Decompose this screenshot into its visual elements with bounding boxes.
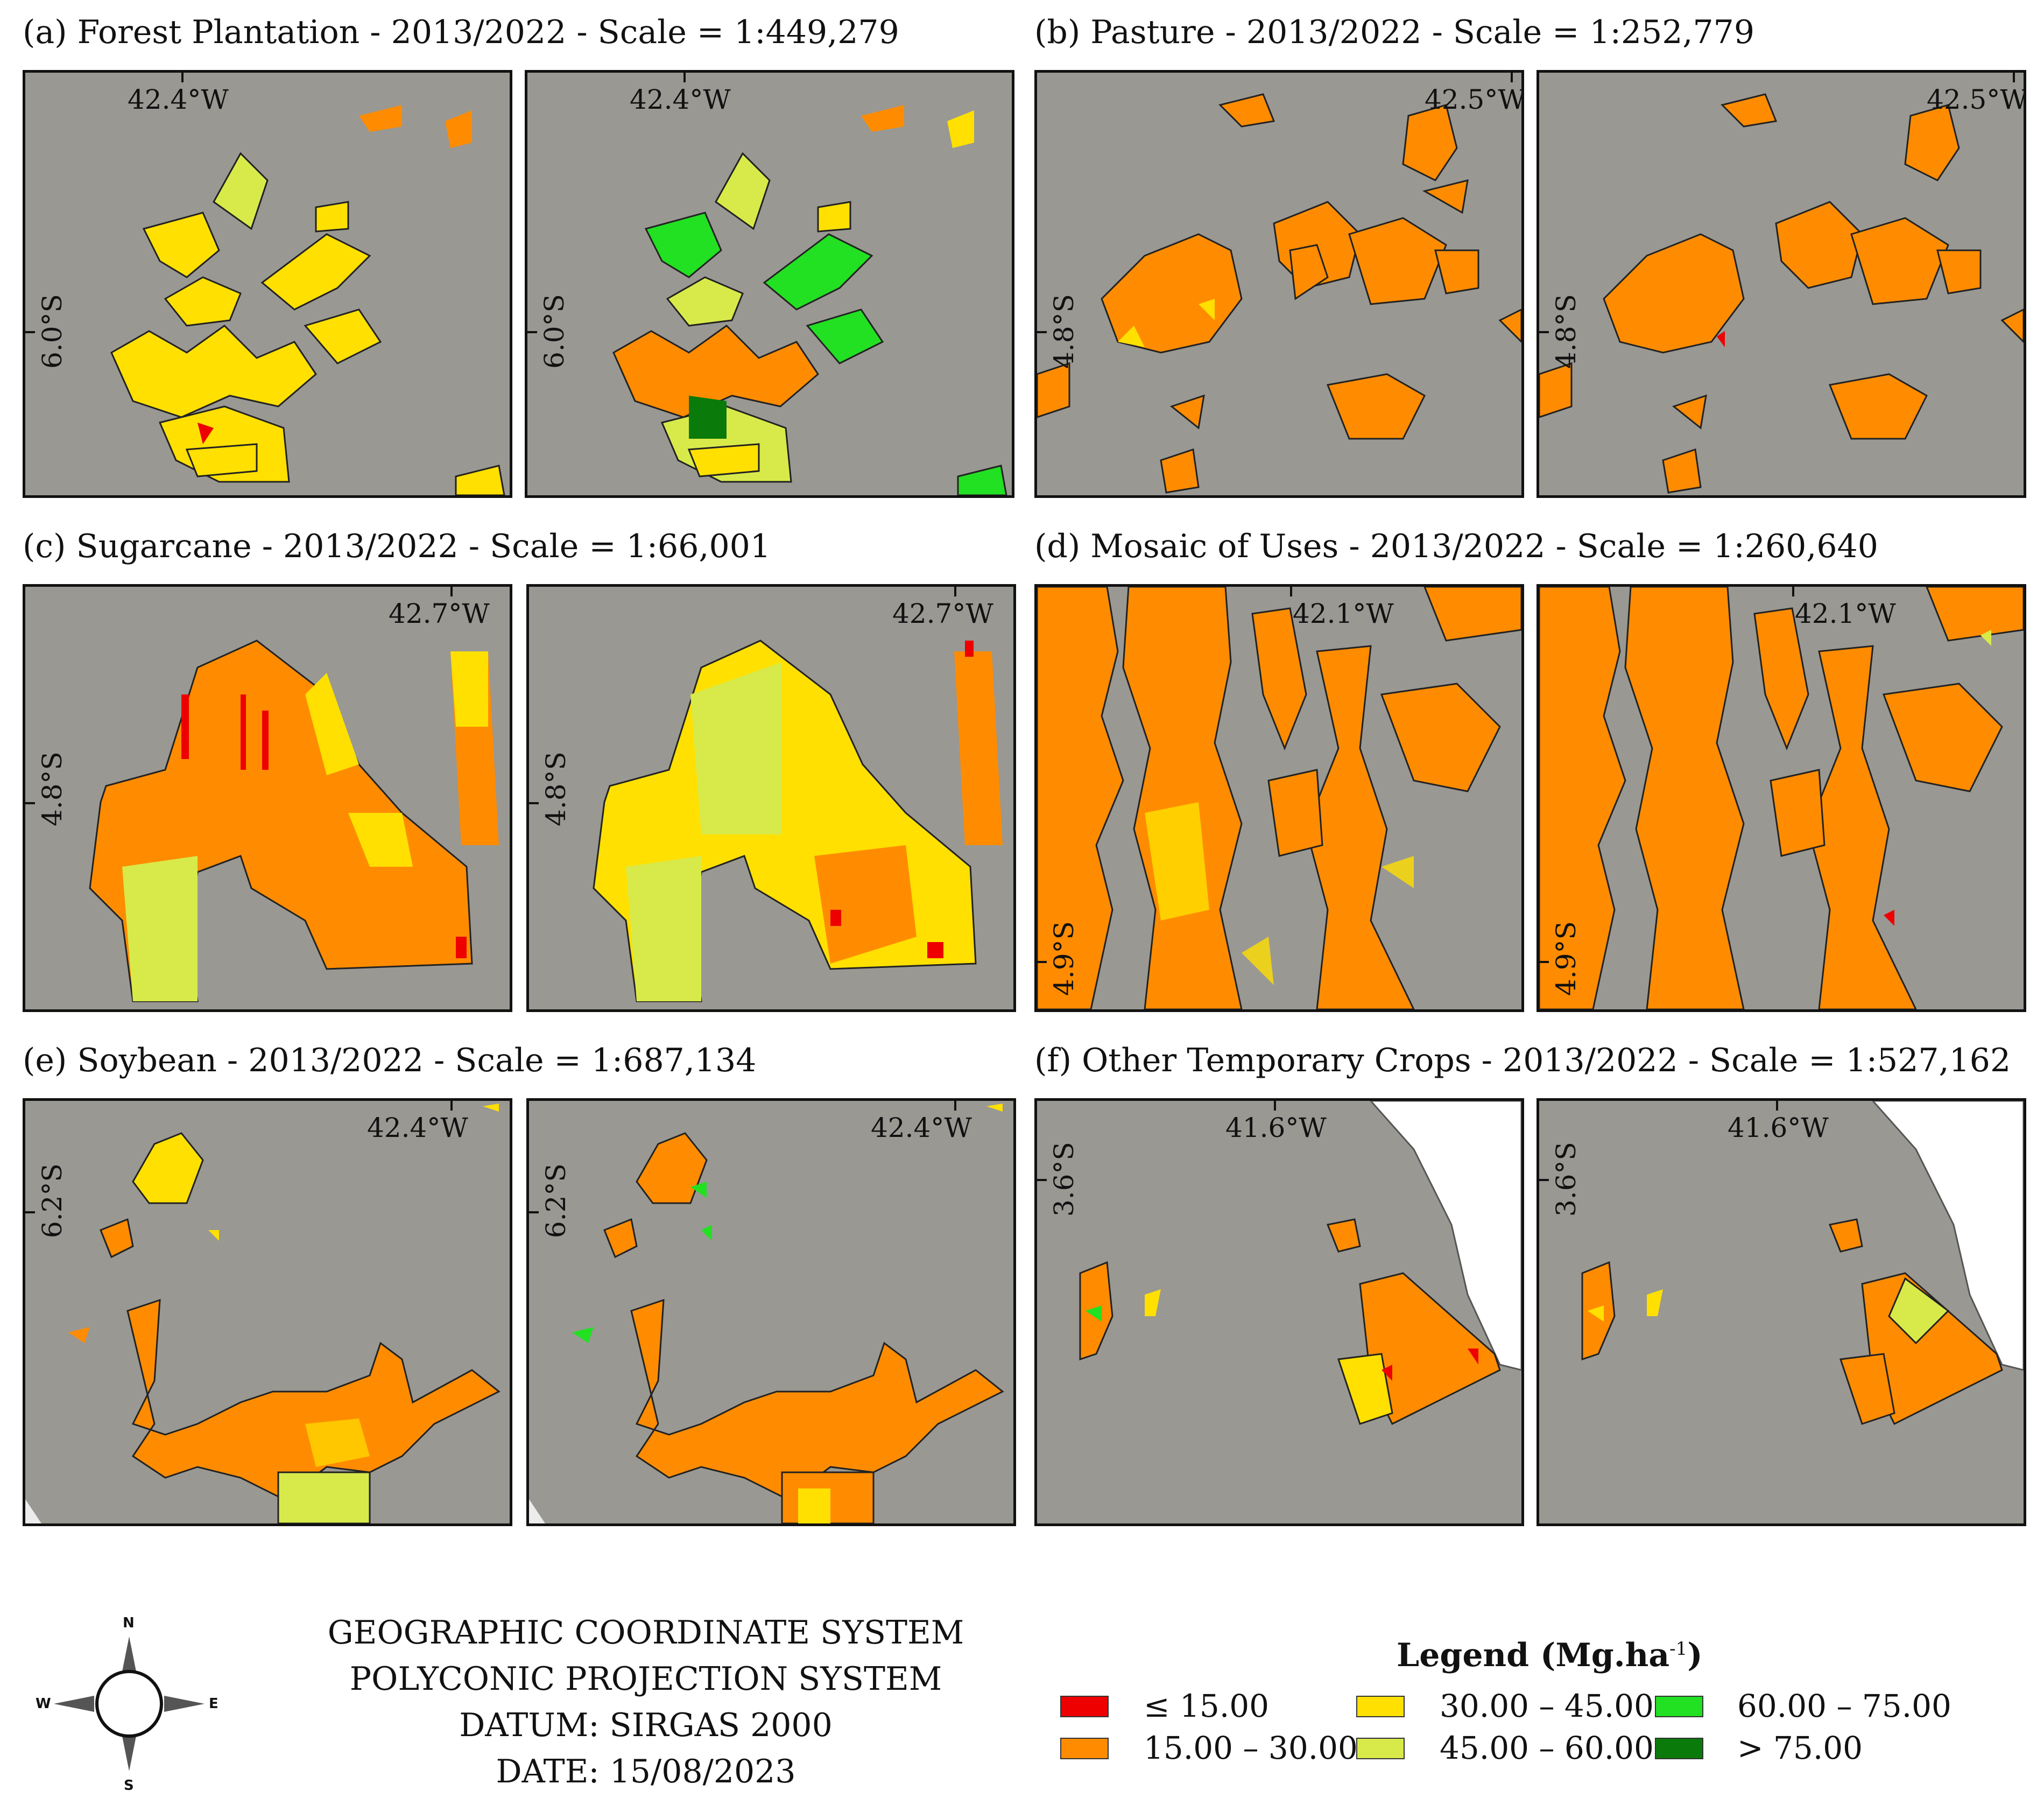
lat-label-b1: 4.8°S [1048,294,1080,369]
panel-d-title: (d) Mosaic of Uses - 2013/2022 - Scale =… [1034,528,1878,565]
lat-label-e1: 6.2°S [37,1163,68,1238]
lon-label-b2: 42.5°W [1927,84,2026,115]
lat-label-c1: 4.8°S [37,752,68,826]
panel-e-title: (e) Soybean - 2013/2022 - Scale = 1:687,… [23,1042,757,1079]
map-b-2013: 42.5°W 4.8°S [1034,70,1524,498]
compass-south: S [124,1778,134,1794]
lat-label-c2: 4.8°S [540,752,572,826]
legend-label-2: 15.00 – 30.00 [1144,1730,1358,1766]
projection-system-text: POLYCONIC PROJECTION SYSTEM [349,1660,942,1698]
map-a-2022: 42.4°W 6.0°S [525,70,1014,498]
lat-label-a2: 6.0°S [539,294,570,369]
lon-label-d1: 42.1°W [1293,598,1394,629]
lon-label-e2: 42.4°W [871,1112,972,1143]
legend-swatch-3 [1356,1696,1405,1717]
legend-swatch-1 [1060,1696,1109,1717]
legend-label-1: ≤ 15.00 [1144,1688,1270,1724]
lon-label-d2: 42.1°W [1795,598,1896,629]
lat-label-d1: 4.9°S [1048,921,1080,996]
lon-label-c1: 42.7°W [389,598,490,629]
map-c-2013: 42.7°W 4.8°S [23,584,512,1012]
lon-label-b1: 42.5°W [1425,84,1524,115]
compass-west: W [36,1696,51,1712]
map-d-2013: 42.1°W 4.9°S [1034,584,1524,1012]
compass-rose-icon [54,1637,205,1771]
map-e-2022: 42.4°W 6.2°S [526,1098,1016,1526]
lon-label-a1: 42.4°W [128,84,229,115]
map-f-2013: 41.6°W 3.6°S [1034,1098,1524,1526]
legend-swatch-2 [1060,1738,1109,1759]
date-text: DATE: 15/08/2023 [496,1753,796,1790]
legend-label-6: > 75.00 [1737,1730,1863,1766]
lon-label-f2: 41.6°W [1728,1112,1829,1143]
legend-label-4: 45.00 – 60.00 [1440,1730,1654,1766]
lon-label-f1: 41.6°W [1225,1112,1327,1143]
lat-label-e2: 6.2°S [540,1163,572,1238]
coordinate-system-text: GEOGRAPHIC COORDINATE SYSTEM [327,1614,964,1652]
map-d-2022: 42.1°W 4.9°S [1536,584,2026,1012]
lat-label-a1: 6.0°S [37,294,68,369]
lon-label-c2: 42.7°W [892,598,993,629]
legend-swatch-6 [1655,1738,1703,1759]
map-b-2022: 42.5°W 4.8°S [1536,70,2026,498]
compass-north: N [123,1615,135,1631]
north-arrow-compass: N S W E [32,1615,226,1798]
map-f-2022: 41.6°W 3.6°S [1536,1098,2026,1526]
lat-label-d2: 4.9°S [1550,921,1582,996]
datum-text: DATUM: SIRGAS 2000 [459,1706,833,1744]
panel-b-title: (b) Pasture - 2013/2022 - Scale = 1:252,… [1034,13,1755,51]
lat-label-b2: 4.8°S [1550,294,1582,369]
panel-c-title: (c) Sugarcane - 2013/2022 - Scale = 1:66… [23,528,771,565]
legend-label-3: 30.00 – 45.00 [1440,1688,1654,1724]
map-info-block: GEOGRAPHIC COORDINATE SYSTEM POLYCONIC P… [291,1610,1001,1795]
legend-swatch-5 [1655,1696,1703,1717]
panel-a-title: (a) Forest Plantation - 2013/2022 - Scal… [23,13,899,51]
lon-label-e1: 42.4°W [367,1112,468,1143]
map-c-2022: 42.7°W 4.8°S [526,584,1016,1012]
compass-east: E [209,1696,219,1712]
map-e-2013: 42.4°W 6.2°S [23,1098,512,1526]
legend-label-5: 60.00 – 75.00 [1737,1688,1951,1724]
lat-label-f1: 3.6°S [1048,1142,1080,1217]
lon-label-a2: 42.4°W [630,84,731,115]
legend-title: Legend (Mg.ha-1) [1397,1637,1703,1674]
legend-swatch-4 [1356,1738,1405,1759]
map-a-2013: 42.4°W 6.0°S [23,70,512,498]
panel-f-title: (f) Other Temporary Crops - 2013/2022 - … [1034,1042,2011,1079]
lat-label-f2: 3.6°S [1550,1142,1582,1217]
